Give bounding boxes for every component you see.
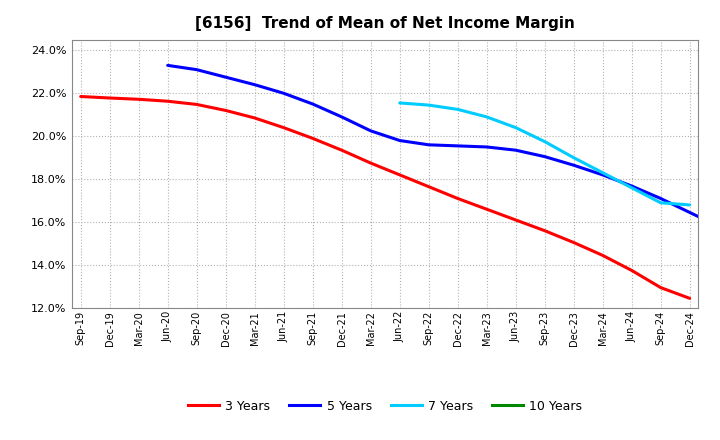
Legend: 3 Years, 5 Years, 7 Years, 10 Years: 3 Years, 5 Years, 7 Years, 10 Years	[183, 395, 588, 418]
Title: [6156]  Trend of Mean of Net Income Margin: [6156] Trend of Mean of Net Income Margi…	[195, 16, 575, 32]
